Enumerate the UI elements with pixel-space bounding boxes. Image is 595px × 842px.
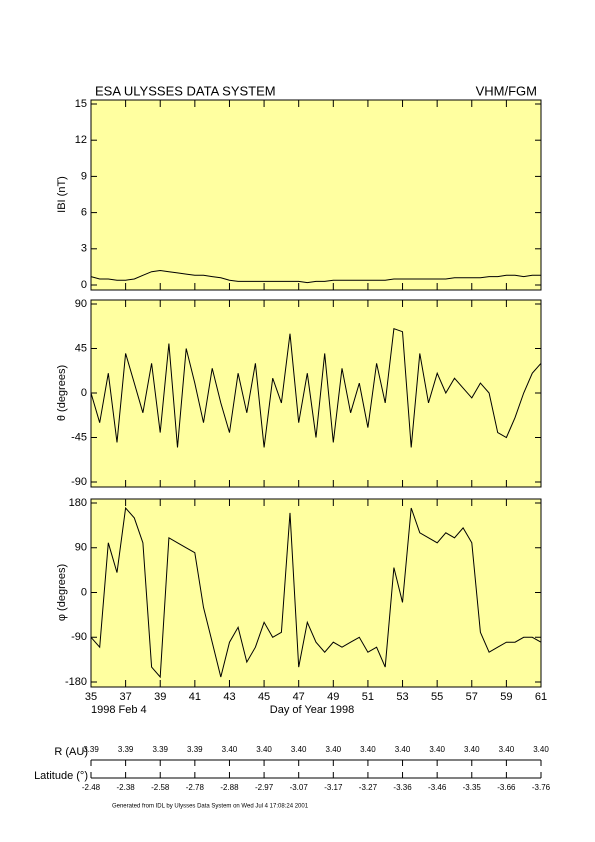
lat-value: -3.76 [532,783,551,792]
x-tick-label: 47 [293,691,305,703]
x-axis-label: Day of Year 1998 [270,704,354,716]
y-tick-label: 90 [75,542,87,554]
lat-value: -2.78 [186,783,205,792]
r-value: 3.40 [360,745,376,754]
y-tick-label: 12 [75,134,87,146]
data-line [90,506,542,679]
r-value: 3.39 [187,745,203,754]
y-tick-label: 3 [81,243,87,255]
r-value: 3.40 [464,745,480,754]
x-tick-label: 51 [362,691,374,703]
x-tick-label: 43 [223,691,235,703]
r-value: 3.39 [118,745,134,754]
y-tick-label: -90 [71,476,87,488]
x-tick-label: 53 [396,691,408,703]
r-value: 3.40 [499,745,515,754]
x-tick-label: 35 [85,691,97,703]
y-tick-label: 0 [81,279,87,291]
lat-value: -2.88 [220,783,239,792]
lat-value: -3.36 [393,783,412,792]
data-line [90,328,542,448]
r-value: 3.40 [256,745,272,754]
y-tick-label: 6 [81,207,87,219]
r-label: R (AU) [54,746,88,758]
r-value: 3.40 [395,745,411,754]
lat-value: -2.97 [255,783,274,792]
lat-value: -3.27 [359,783,378,792]
x-tick-label: 57 [466,691,478,703]
y-tick-label: 15 [75,98,87,110]
lat-value: -3.07 [290,783,309,792]
y-tick-label: -90 [71,631,87,643]
y-tick-label: -45 [71,431,87,443]
instrument: VHM/FGM [476,83,537,98]
x-tick-label: 45 [258,691,270,703]
r-value: 3.40 [533,745,549,754]
r-value: 3.40 [326,745,342,754]
title: ESA ULYSSES DATA SYSTEM [95,83,276,98]
plot-area [90,299,542,488]
x-tick-label: 61 [535,691,547,703]
y-axis-label: θ (degrees) [56,365,68,421]
y-tick-label: 90 [75,298,87,310]
x-tick-label: 41 [189,691,201,703]
y-tick-label: -180 [65,676,87,688]
r-value: 3.39 [83,745,99,754]
plot-area [90,498,542,688]
lat-value: -2.58 [151,783,170,792]
r-value: 3.39 [152,745,168,754]
lat-value: -3.46 [428,783,447,792]
lat-value: -2.48 [82,783,101,792]
plot-area [90,99,542,291]
r-value: 3.40 [291,745,307,754]
start-date: 1998 Feb 4 [91,704,147,716]
y-axis-label: φ (degrees) [56,564,68,621]
r-value: 3.40 [222,745,238,754]
data-line [90,269,541,284]
lat-value: -3.66 [497,783,516,792]
lat-label: Latitude (°) [34,770,88,782]
y-tick-label: 9 [81,170,87,182]
y-tick-label: 0 [81,586,87,598]
r-value: 3.40 [429,745,445,754]
x-tick-label: 37 [119,691,131,703]
lat-value: -3.17 [324,783,343,792]
y-tick-label: 180 [69,497,87,509]
footer: Generated from IDL by Ulysses Data Syste… [112,804,309,810]
y-tick-label: 45 [75,342,87,354]
x-tick-label: 59 [500,691,512,703]
x-tick-label: 39 [154,691,166,703]
x-tick-label: 49 [327,691,339,703]
y-axis-label: IBI (nT) [56,176,68,213]
lat-value: -2.38 [116,783,135,792]
lat-value: -3.35 [463,783,482,792]
y-tick-label: 0 [81,387,87,399]
x-tick-label: 55 [431,691,443,703]
